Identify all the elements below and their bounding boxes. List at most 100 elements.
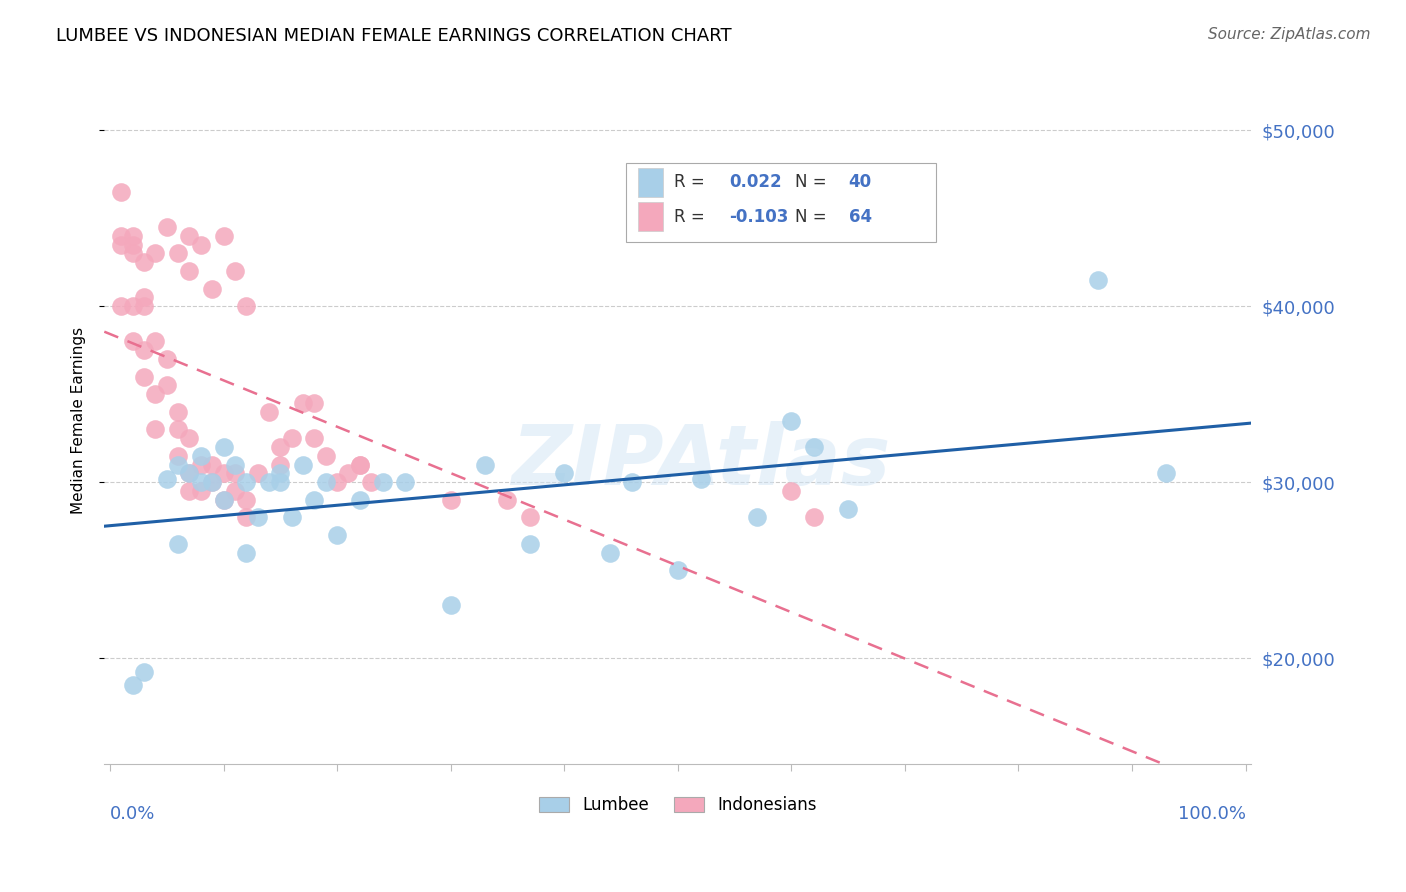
FancyBboxPatch shape	[638, 168, 662, 197]
Point	[121, 678, 143, 692]
Point	[666, 563, 689, 577]
Point	[304, 431, 326, 445]
Point	[190, 237, 212, 252]
Point	[179, 467, 201, 481]
Point	[304, 396, 326, 410]
Point	[156, 378, 179, 392]
Point	[179, 483, 201, 498]
Point	[167, 537, 190, 551]
Point	[803, 440, 825, 454]
Text: -0.103: -0.103	[730, 208, 789, 226]
Point	[292, 458, 315, 472]
Point	[224, 467, 246, 481]
Point	[179, 264, 201, 278]
Point	[280, 510, 302, 524]
Point	[519, 510, 541, 524]
Text: 100.0%: 100.0%	[1178, 805, 1246, 823]
Point	[121, 228, 143, 243]
Point	[371, 475, 394, 490]
Point	[145, 246, 167, 260]
Text: 0.022: 0.022	[730, 173, 782, 192]
Point	[349, 492, 371, 507]
Point	[246, 510, 269, 524]
Point	[132, 255, 155, 269]
Text: 40: 40	[849, 173, 872, 192]
Point	[132, 369, 155, 384]
Point	[201, 282, 224, 296]
Point	[235, 492, 257, 507]
Point	[212, 228, 235, 243]
Point	[212, 440, 235, 454]
Point	[156, 220, 179, 235]
Point	[190, 449, 212, 463]
Point	[440, 599, 463, 613]
Point	[803, 510, 825, 524]
Point	[156, 472, 179, 486]
Point	[212, 492, 235, 507]
Point	[304, 492, 326, 507]
Point	[280, 431, 302, 445]
Point	[349, 458, 371, 472]
Point	[269, 475, 291, 490]
Point	[167, 458, 190, 472]
Point	[496, 492, 519, 507]
Point	[156, 351, 179, 366]
Point	[292, 396, 315, 410]
Point	[599, 546, 621, 560]
Point	[235, 510, 257, 524]
Point	[190, 483, 212, 498]
Point	[212, 492, 235, 507]
Point	[201, 475, 224, 490]
Point	[132, 290, 155, 304]
Point	[110, 299, 132, 313]
Text: 64: 64	[849, 208, 872, 226]
Point	[269, 467, 291, 481]
Point	[780, 483, 803, 498]
Point	[110, 228, 132, 243]
Text: N =: N =	[794, 208, 832, 226]
Point	[246, 467, 269, 481]
Point	[167, 405, 190, 419]
Point	[326, 475, 349, 490]
Text: LUMBEE VS INDONESIAN MEDIAN FEMALE EARNINGS CORRELATION CHART: LUMBEE VS INDONESIAN MEDIAN FEMALE EARNI…	[56, 27, 733, 45]
Point	[440, 492, 463, 507]
Point	[235, 475, 257, 490]
Point	[224, 483, 246, 498]
Point	[780, 414, 803, 428]
Point	[269, 458, 291, 472]
Point	[145, 422, 167, 436]
Point	[224, 264, 246, 278]
Point	[621, 475, 644, 490]
Point	[145, 387, 167, 401]
Point	[224, 458, 246, 472]
Point	[132, 343, 155, 358]
Point	[315, 449, 337, 463]
Point	[257, 405, 280, 419]
Point	[179, 467, 201, 481]
Point	[315, 475, 337, 490]
Point	[110, 237, 132, 252]
Text: N =: N =	[794, 173, 832, 192]
Point	[132, 299, 155, 313]
Point	[121, 246, 143, 260]
Point	[235, 299, 257, 313]
Point	[190, 475, 212, 490]
Point	[201, 475, 224, 490]
Text: R =: R =	[675, 208, 710, 226]
Text: ZIPAtlas: ZIPAtlas	[510, 421, 890, 502]
Point	[167, 422, 190, 436]
Text: 0.0%: 0.0%	[110, 805, 155, 823]
Point	[257, 475, 280, 490]
Text: Source: ZipAtlas.com: Source: ZipAtlas.com	[1208, 27, 1371, 42]
Legend: Lumbee, Indonesians: Lumbee, Indonesians	[531, 789, 824, 821]
Point	[121, 237, 143, 252]
Point	[689, 472, 711, 486]
Point	[201, 458, 224, 472]
Point	[553, 467, 575, 481]
FancyBboxPatch shape	[626, 163, 936, 242]
Point	[110, 185, 132, 199]
FancyBboxPatch shape	[638, 202, 662, 231]
Point	[167, 246, 190, 260]
Point	[1087, 273, 1109, 287]
Point	[1154, 467, 1177, 481]
